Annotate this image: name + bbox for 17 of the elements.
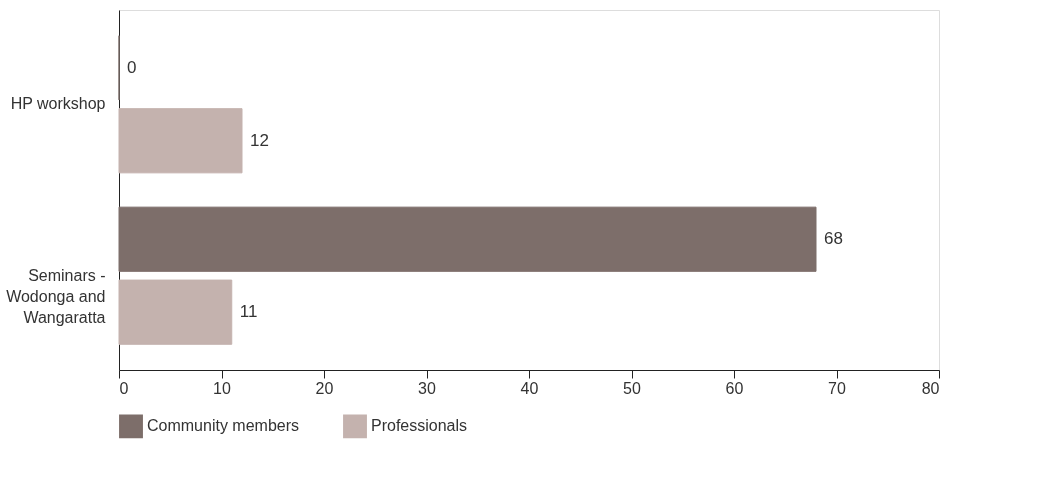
data-label: 0 bbox=[127, 57, 137, 77]
x-tick-label: 20 bbox=[315, 379, 334, 397]
x-tick-label: 0 bbox=[119, 379, 129, 397]
legend-label: Professionals bbox=[371, 417, 468, 435]
x-tick-label: 60 bbox=[725, 379, 744, 397]
x-tick-label: 10 bbox=[213, 379, 231, 397]
legend-label: Community members bbox=[147, 417, 300, 435]
data-label: 12 bbox=[250, 130, 269, 150]
x-tick-label: 50 bbox=[623, 379, 641, 397]
data-label: 11 bbox=[239, 302, 258, 322]
x-tick-label: 40 bbox=[520, 379, 539, 397]
y-tick-label: HP workshop bbox=[10, 95, 106, 113]
x-tick-label: 80 bbox=[921, 379, 940, 397]
y-tick-label: Seminars - Wodonga and Wangaratta bbox=[6, 266, 106, 326]
x-tick-label: 70 bbox=[828, 379, 846, 397]
data-label: 68 bbox=[824, 229, 843, 249]
x-tick-label: 30 bbox=[418, 379, 436, 397]
